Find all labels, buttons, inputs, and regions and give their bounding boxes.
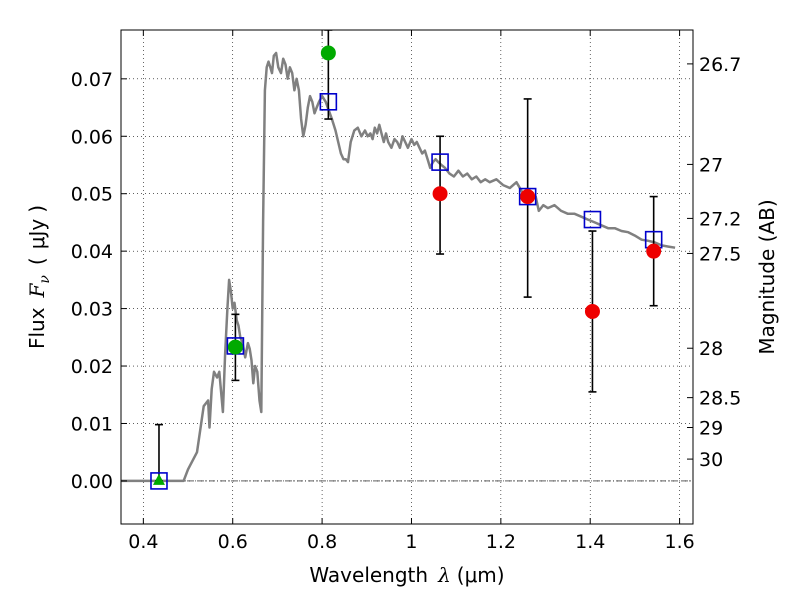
x-tick-label-3: 1 (405, 531, 417, 553)
y2-tick-label-1: 27 (699, 154, 723, 176)
y-tick-label-2: 0.02 (71, 356, 113, 378)
y-axis-subscript: ν (37, 275, 53, 284)
y-tick-label-3: 0.03 (71, 299, 113, 321)
y-tick-label-7: 0.07 (71, 69, 113, 91)
y-tick-label-5: 0.05 (71, 184, 113, 206)
y2-tick-label-2: 27.2 (699, 208, 741, 230)
y2-tick-label-0: 26.7 (699, 54, 741, 76)
y2-tick-label-4: 28 (699, 338, 723, 360)
y-tick-label-6: 0.06 (71, 126, 113, 148)
x-tick-label-6: 1.6 (664, 531, 694, 553)
circle-marker-1-2 (584, 303, 600, 319)
circle-marker-1-1 (520, 189, 536, 205)
grid-lines (121, 30, 693, 524)
x-axis-title: Wavelength λ (μm) (309, 563, 504, 587)
circle-marker-1-3 (646, 243, 662, 259)
y-axis-title: Flux Fν ( μJy) (25, 205, 53, 349)
y2-tick-label-6: 29 (699, 417, 723, 439)
y-axis-paren-close: ) (25, 205, 49, 213)
x-tick-labels: 0.4 0.6 0.8 1 1.2 1.4 1.6 (128, 531, 694, 553)
x-tick-label-4: 1.2 (486, 531, 516, 553)
x-tick-label-0: 0.4 (128, 531, 158, 553)
y2-axis-title: Magnitude (AB) (755, 199, 779, 354)
y2-tick-labels: 26.7 27 27.2 27.5 28 28.5 29 30 (699, 54, 741, 471)
axis-ticks (121, 30, 693, 524)
data-markers (150, 45, 663, 490)
x-axis-unit: (μm) (457, 563, 505, 587)
y2-tick-label-5: 28.5 (699, 388, 741, 410)
square-marker-0 (150, 472, 168, 490)
y-tick-label-1: 0.01 (71, 413, 113, 435)
x-axis-label: Wavelength (309, 563, 428, 587)
circle-marker-2-0 (227, 339, 243, 355)
y2-tick-label-3: 27.5 (699, 243, 741, 265)
y-axis-paren-open: ( (25, 257, 49, 265)
y-axis-label: Flux (25, 307, 49, 349)
y-tick-label-4: 0.04 (71, 241, 113, 263)
y-axis-unit: μJy (25, 219, 49, 250)
y-tick-label-0: 0.00 (71, 471, 113, 493)
x-tick-label-2: 0.8 (307, 531, 337, 553)
error-bars (154, 30, 658, 482)
circle-marker-1-0 (432, 186, 448, 202)
x-tick-label-1: 0.6 (218, 531, 248, 553)
square-marker-4 (518, 187, 537, 206)
circle-marker-2-1 (320, 45, 336, 61)
plot-frame (120, 29, 694, 525)
y2-tick-label-7: 30 (699, 449, 723, 471)
y-axis-symbol: F (25, 282, 49, 298)
x-axis-symbol: λ (437, 563, 451, 587)
square-marker-3 (431, 153, 449, 171)
square-marker-2 (319, 93, 338, 111)
x-tick-label-5: 1.4 (575, 531, 605, 553)
square-marker-5 (583, 210, 602, 229)
y-tick-labels: 0.00 0.01 0.02 0.03 0.04 0.05 0.06 0.07 (71, 69, 113, 493)
triangle-marker-0 (152, 473, 165, 485)
